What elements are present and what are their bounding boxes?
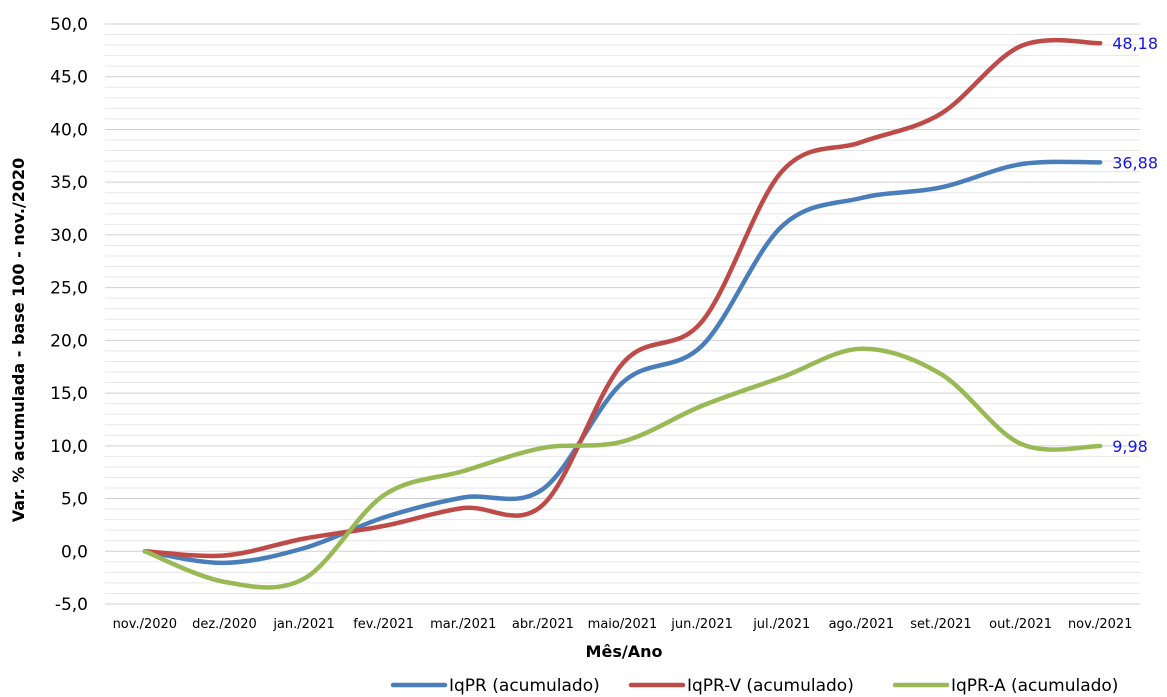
- y-tick-label: 15,0: [50, 384, 88, 404]
- x-tick-label: nov./2021: [1068, 617, 1132, 632]
- legend: IqPR (acumulado) IqPR-V (acumulado) IqPR-A…: [390, 676, 1118, 696]
- y-axis-ticks: -5,0 0,0 5,0 10,0 15,0 20,0 25,0 30,0 35,0 40,0 45…: [50, 15, 88, 615]
- end-value-label-iqpr: 36,88: [1112, 153, 1158, 172]
- y-tick-label: 5,0: [61, 490, 88, 510]
- x-tick-label: ago./2021: [829, 617, 895, 632]
- x-tick-label: set./2021: [910, 617, 971, 632]
- y-tick-label: 0,0: [61, 542, 88, 562]
- x-tick-label: jan./2021: [272, 617, 334, 632]
- legend-label-iqpr-a: IqPR-A (acumulado): [951, 676, 1118, 696]
- series-line-iqpr-v: [142, 37, 1103, 559]
- grid-lines: [105, 23, 1140, 605]
- y-tick-label: 25,0: [50, 279, 88, 299]
- y-tick-label: 20,0: [50, 331, 88, 351]
- x-tick-label: jul./2021: [752, 617, 810, 632]
- y-tick-label: 35,0: [50, 173, 88, 193]
- y-tick-label: 50,0: [50, 15, 88, 35]
- legend-label-iqpr-v: IqPR-V (acumulado): [687, 676, 854, 696]
- y-axis-title: Var. % acumulada - base 100 - nov./2020: [9, 158, 28, 523]
- legend-label-iqpr: IqPR (acumulado): [449, 676, 600, 696]
- x-tick-label: nov./2020: [113, 617, 177, 632]
- y-tick-label: 45,0: [50, 68, 88, 88]
- y-tick-label: 40,0: [50, 120, 88, 140]
- y-tick-label: -5,0: [55, 595, 88, 615]
- series-line-iqpr-a: [142, 346, 1103, 590]
- series-line-iqpr: [142, 159, 1103, 566]
- end-value-label-iqpr-a: 9,98: [1112, 437, 1148, 456]
- x-tick-label: abr./2021: [512, 617, 574, 632]
- x-tick-label: dez./2020: [192, 617, 257, 632]
- x-tick-label: fev./2021: [353, 617, 414, 632]
- data-labels: 36,88 48,18 9,98: [1112, 34, 1158, 456]
- x-tick-label: mar./2021: [430, 617, 496, 632]
- x-axis-title: Mês/Ano: [586, 642, 663, 661]
- y-tick-label: 30,0: [50, 226, 88, 246]
- x-tick-label: maio/2021: [588, 617, 658, 632]
- y-tick-label: 10,0: [50, 437, 88, 457]
- x-tick-label: jun./2021: [670, 617, 733, 632]
- x-tick-label: out./2021: [989, 617, 1052, 632]
- x-axis-ticks: nov./2020 dez./2020 jan./2021 fev./2021 mar.…: [113, 617, 1133, 632]
- end-value-label-iqpr-v: 48,18: [1112, 34, 1158, 53]
- series-lines: [142, 37, 1103, 590]
